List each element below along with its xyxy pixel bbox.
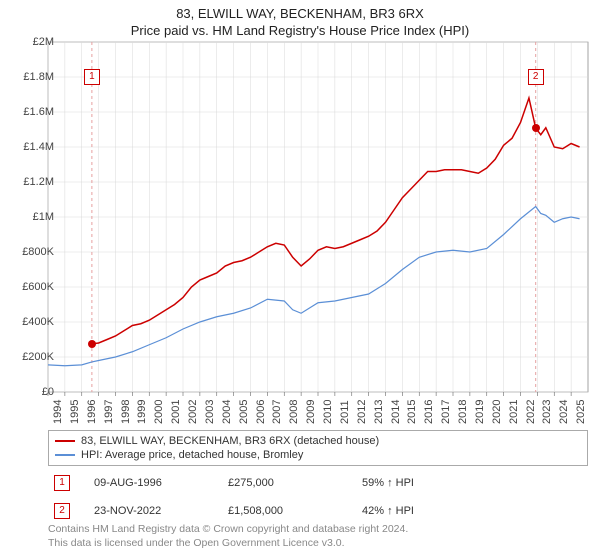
- x-axis-label: 2004: [221, 400, 233, 424]
- x-axis-label: 2017: [440, 400, 452, 424]
- legend-box: 83, ELWILL WAY, BECKENHAM, BR3 6RX (deta…: [48, 430, 588, 466]
- x-axis-label: 2005: [238, 400, 250, 424]
- sale-marker-icon: 2: [54, 503, 70, 519]
- legend-label: HPI: Average price, detached house, Brom…: [81, 449, 303, 461]
- x-axis-label: 2016: [423, 400, 435, 424]
- legend-swatch: [55, 440, 75, 442]
- legend-swatch: [55, 454, 75, 456]
- x-axis-label: 2015: [406, 400, 418, 424]
- y-axis-label: £2M: [14, 36, 54, 48]
- sale-row: 2 23-NOV-2022 £1,508,000 42% ↑ HPI: [48, 500, 588, 522]
- sale-date: 09-AUG-1996: [94, 477, 204, 489]
- y-axis-label: £1M: [14, 211, 54, 223]
- x-axis-label: 2007: [271, 400, 283, 424]
- x-axis-label: 2010: [322, 400, 334, 424]
- x-axis-label: 2006: [255, 400, 267, 424]
- sale-marker-box: 1: [84, 69, 100, 85]
- legend-label: 83, ELWILL WAY, BECKENHAM, BR3 6RX (deta…: [81, 435, 379, 447]
- sale-row: 1 09-AUG-1996 £275,000 59% ↑ HPI: [48, 472, 588, 494]
- x-axis-label: 2011: [339, 400, 351, 424]
- footer-line: Contains HM Land Registry data © Crown c…: [48, 522, 408, 536]
- y-axis-label: £400K: [14, 316, 54, 328]
- y-axis-label: £800K: [14, 246, 54, 258]
- x-axis-label: 2003: [204, 400, 216, 424]
- footer-text: Contains HM Land Registry data © Crown c…: [48, 522, 408, 550]
- sale-delta: 59% ↑ HPI: [362, 477, 414, 489]
- x-axis-label: 1997: [103, 400, 115, 424]
- y-axis-label: £1.8M: [14, 71, 54, 83]
- x-axis-label: 2013: [373, 400, 385, 424]
- x-axis-label: 1999: [136, 400, 148, 424]
- sale-price: £275,000: [228, 477, 338, 489]
- x-axis-label: 2002: [187, 400, 199, 424]
- legend-area: 83, ELWILL WAY, BECKENHAM, BR3 6RX (deta…: [48, 430, 588, 522]
- footer-line: This data is licensed under the Open Gov…: [48, 536, 408, 550]
- sale-marker-icon: 1: [54, 475, 70, 491]
- x-axis-label: 2001: [170, 400, 182, 424]
- x-axis-label: 2012: [356, 400, 368, 424]
- chart-container: 83, ELWILL WAY, BECKENHAM, BR3 6RX Price…: [0, 0, 600, 560]
- x-axis-label: 2008: [288, 400, 300, 424]
- x-axis-label: 2024: [558, 400, 570, 424]
- sale-date: 23-NOV-2022: [94, 505, 204, 517]
- x-axis-label: 2020: [491, 400, 503, 424]
- x-axis-label: 2014: [390, 400, 402, 424]
- x-axis-label: 2025: [575, 400, 587, 424]
- y-axis-label: £200K: [14, 351, 54, 363]
- legend-row-hpi: HPI: Average price, detached house, Brom…: [55, 448, 581, 462]
- y-axis-label: £600K: [14, 281, 54, 293]
- y-axis-label: £1.6M: [14, 106, 54, 118]
- y-axis-label: £1.4M: [14, 141, 54, 153]
- sale-marker-box: 2: [528, 69, 544, 85]
- legend-row-property: 83, ELWILL WAY, BECKENHAM, BR3 6RX (deta…: [55, 434, 581, 448]
- x-axis-label: 1994: [52, 400, 64, 424]
- x-axis-label: 2009: [305, 400, 317, 424]
- x-axis-label: 1998: [120, 400, 132, 424]
- x-axis-label: 2018: [457, 400, 469, 424]
- sale-delta: 42% ↑ HPI: [362, 505, 414, 517]
- chart-svg: [0, 0, 600, 420]
- y-axis-label: £0: [14, 386, 54, 398]
- sale-price: £1,508,000: [228, 505, 338, 517]
- x-axis-label: 1995: [69, 400, 81, 424]
- x-axis-label: 2000: [153, 400, 165, 424]
- x-axis-label: 1996: [86, 400, 98, 424]
- x-axis-label: 2023: [541, 400, 553, 424]
- sale-marker-dot: [88, 340, 96, 348]
- sale-marker-dot: [532, 124, 540, 132]
- x-axis-label: 2019: [474, 400, 486, 424]
- x-axis-label: 2021: [508, 400, 520, 424]
- x-axis-label: 2022: [525, 400, 537, 424]
- y-axis-label: £1.2M: [14, 176, 54, 188]
- sales-list: 1 09-AUG-1996 £275,000 59% ↑ HPI 2 23-NOV-202…: [48, 472, 588, 522]
